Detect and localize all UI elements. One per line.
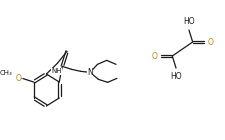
Text: NH: NH — [51, 68, 61, 74]
Text: O: O — [207, 38, 212, 46]
Text: N: N — [87, 68, 92, 77]
Text: CH₃: CH₃ — [0, 70, 12, 76]
Text: HO: HO — [169, 72, 181, 81]
Text: O: O — [15, 74, 21, 83]
Text: O: O — [151, 52, 157, 60]
Text: HO: HO — [182, 17, 194, 26]
